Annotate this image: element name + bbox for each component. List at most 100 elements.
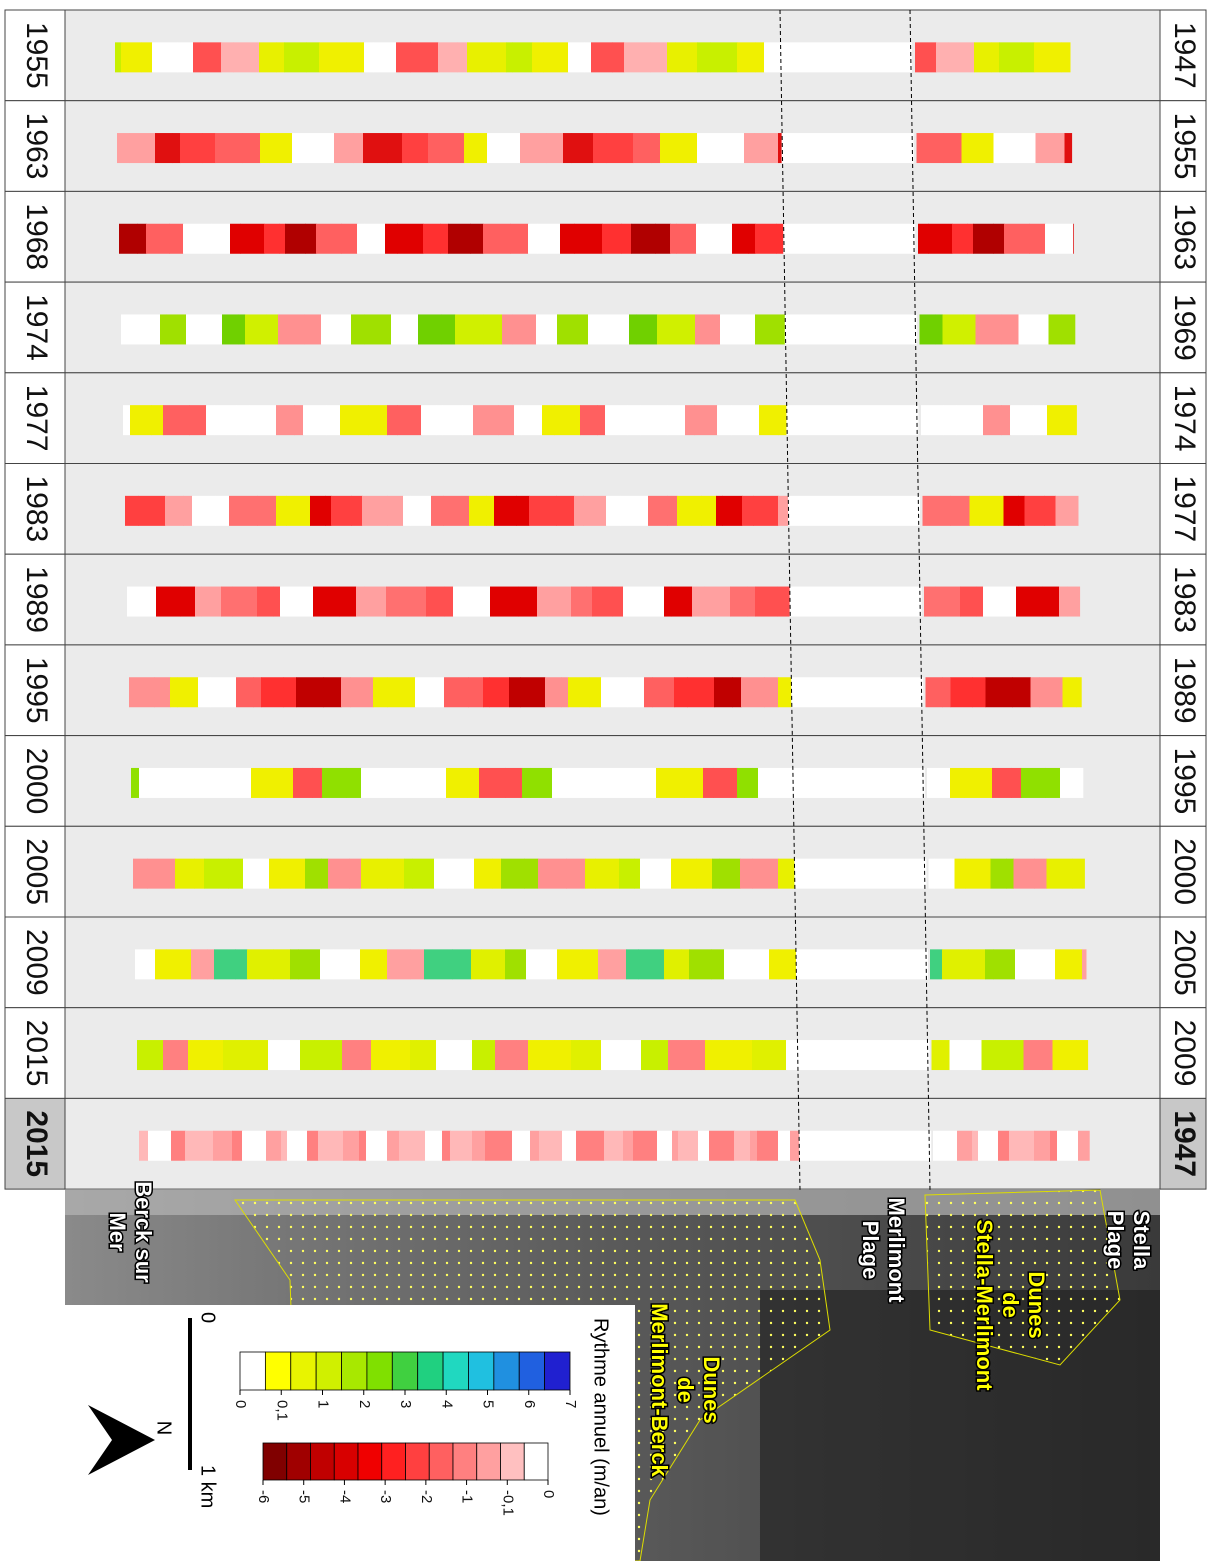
strip-segment — [778, 495, 789, 526]
strip-segment — [687, 677, 715, 708]
strip-segment — [505, 767, 523, 798]
strip-segment — [733, 1040, 753, 1071]
strip-segment — [343, 1130, 360, 1161]
strip-segment — [349, 858, 362, 889]
strip-segment — [518, 586, 538, 617]
strip-segment — [560, 223, 575, 254]
strip-segment — [436, 1040, 448, 1071]
strip-segment — [1067, 586, 1081, 617]
strip-segment — [230, 223, 241, 254]
strip-segment — [428, 133, 440, 164]
left-year: 1989 — [20, 566, 53, 633]
label-cell — [4, 9, 66, 102]
right-year: 1955 — [1168, 113, 1201, 180]
strip-segment — [676, 223, 697, 254]
strip-segment — [410, 1040, 417, 1071]
strip-segment — [732, 223, 749, 254]
strip-segment — [991, 42, 1000, 73]
place-label: Stella — [1129, 1211, 1154, 1270]
strip-segment — [316, 223, 342, 254]
strip-segment — [916, 133, 944, 164]
strip-segment — [601, 1040, 615, 1071]
strip-segment — [189, 405, 207, 436]
right-year: 1989 — [1168, 657, 1201, 724]
strip-segment — [133, 858, 148, 889]
strip-segment — [683, 133, 698, 164]
left-year: 1977 — [20, 385, 53, 452]
strip-segment — [261, 677, 284, 708]
strip-segment — [1006, 858, 1014, 889]
strip-segment — [334, 133, 354, 164]
strip-segment — [589, 677, 602, 708]
strip-segment — [528, 1040, 555, 1071]
strip-segment — [219, 767, 229, 798]
strip-segment — [737, 42, 756, 73]
strip-segment — [273, 586, 281, 617]
strip-segment — [280, 858, 306, 889]
colorbar-cell — [405, 1442, 430, 1481]
place-label: Plage — [858, 1221, 883, 1280]
strip-segment — [742, 495, 754, 526]
strip-segment — [367, 767, 388, 798]
strip-segment — [610, 767, 620, 798]
strip-segment — [480, 133, 488, 164]
north-label: N — [153, 1421, 175, 1435]
strip-segment — [697, 133, 726, 164]
strip-segment — [129, 133, 156, 164]
strip-segment — [245, 314, 267, 345]
strip-segment — [326, 405, 341, 436]
strip-gap — [783, 223, 916, 254]
strip-segment — [1003, 495, 1019, 526]
strip-segment — [506, 42, 513, 73]
strip-segment — [724, 949, 752, 980]
strip-segment — [121, 314, 146, 345]
strip-segment — [165, 495, 184, 526]
strip-segment — [141, 42, 153, 73]
strip-segment — [922, 495, 951, 526]
strip-segment — [974, 42, 992, 73]
strip-segment — [117, 133, 130, 164]
strip-segment — [952, 223, 968, 254]
colorbar-cell — [333, 1442, 359, 1481]
strip-segment — [303, 405, 327, 436]
strip-segment — [730, 586, 748, 617]
strip-gap — [796, 949, 928, 980]
strip-segment — [505, 949, 521, 980]
strip-segment — [965, 858, 991, 889]
strip-segment — [652, 677, 675, 708]
strip-segment — [577, 314, 589, 345]
strip-segment — [201, 767, 220, 798]
strip-segment — [942, 949, 969, 980]
place-label: Dunes — [699, 1356, 724, 1423]
strip-gap — [781, 133, 914, 164]
strip-segment — [684, 767, 704, 798]
strip-segment — [467, 767, 480, 798]
strip-segment — [979, 495, 1004, 526]
strip-segment — [586, 586, 593, 617]
strip-segment — [512, 314, 537, 345]
strip-segment — [483, 223, 511, 254]
strip-segment — [651, 133, 661, 164]
strip-segment — [1021, 767, 1046, 798]
strip-segment — [712, 858, 720, 889]
strip-segment — [583, 495, 607, 526]
strip-segment — [689, 949, 712, 980]
strip-segment — [232, 1130, 243, 1161]
strip-segment — [152, 42, 178, 73]
strip-segment — [265, 767, 294, 798]
tick-label: 2 — [356, 1400, 373, 1408]
strip-segment — [789, 767, 794, 798]
strip-segment — [163, 1040, 181, 1071]
right-year: 2005 — [1168, 929, 1201, 996]
strip-segment — [341, 677, 351, 708]
strip-segment — [123, 405, 131, 436]
strip-segment — [410, 949, 425, 980]
tick-label: -3 — [377, 1490, 394, 1503]
strip-gap — [791, 677, 924, 708]
left-year: 1963 — [20, 113, 53, 180]
strip-segment — [356, 586, 365, 617]
strip-segment — [306, 42, 320, 73]
right-year: 1983 — [1168, 566, 1201, 633]
strip-segment — [1048, 314, 1062, 345]
strip-segment — [1034, 42, 1062, 73]
